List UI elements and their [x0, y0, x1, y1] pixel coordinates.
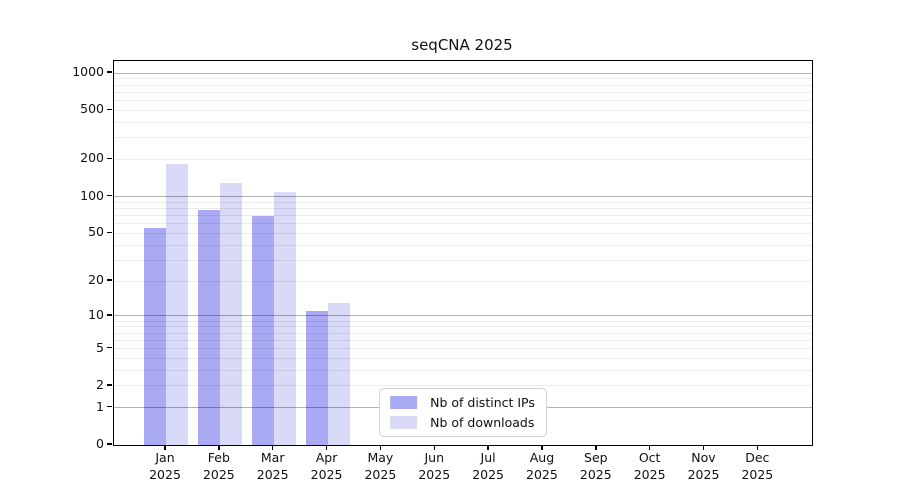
gridline-minor — [114, 137, 812, 139]
gridline-minor — [114, 244, 812, 246]
gridline-major — [114, 196, 812, 197]
gridline-minor — [114, 207, 812, 209]
legend-label-downloads: Nb of downloads — [430, 415, 535, 430]
y-tick-label: 0 — [96, 436, 104, 451]
gridline-minor — [114, 348, 812, 350]
gridline-minor — [114, 109, 812, 111]
x-tick-label-jul: Jul 2025 — [472, 450, 504, 482]
gridline-minor — [114, 223, 812, 225]
x-tick-mark — [325, 445, 328, 450]
legend-swatch-distinct-ips — [390, 396, 418, 409]
gridline-minor — [114, 78, 812, 80]
legend-item-distinct-ips: Nb of distinct IPs — [390, 395, 535, 410]
y-tick-mark — [107, 384, 112, 386]
bar-downloads-jan — [166, 164, 188, 445]
gridline-minor — [114, 201, 812, 203]
bar-distinct-ips-apr — [305, 311, 328, 445]
x-tick-label-jan: Jan 2025 — [149, 450, 181, 482]
y-tick-mark — [107, 279, 112, 281]
plot-area: Nb of distinct IPs Nb of downloads — [113, 60, 813, 446]
gridline-minor — [114, 357, 812, 359]
gridline-minor — [114, 280, 812, 282]
gridline-major — [114, 315, 812, 317]
x-tick-mark — [271, 445, 274, 450]
bar-downloads-feb — [219, 183, 242, 445]
gridline-minor — [114, 320, 812, 322]
y-tick-label: 10 — [88, 306, 104, 322]
x-tick-mark — [648, 445, 651, 450]
gridline-minor — [114, 84, 812, 86]
y-tick-mark — [107, 157, 112, 160]
legend-swatch-downloads — [390, 416, 418, 429]
y-tick-label: 5 — [96, 339, 104, 355]
y-tick-label: 2 — [96, 376, 104, 392]
y-tick-label: 1000 — [72, 64, 104, 79]
x-tick-mark — [164, 445, 166, 450]
x-tick-label-dec: Dec 2025 — [741, 450, 774, 482]
y-tick-label: 20 — [88, 272, 104, 288]
gridline-minor — [114, 214, 812, 216]
x-tick-label-oct: Oct 2025 — [633, 450, 666, 482]
gridline-minor — [114, 339, 812, 341]
y-tick-mark — [107, 346, 112, 349]
x-tick-mark — [756, 445, 759, 450]
x-tick-label-may: May 2025 — [364, 450, 397, 482]
gridline-minor — [114, 369, 812, 371]
y-tick-mark — [107, 71, 112, 73]
x-tick-mark — [433, 445, 435, 450]
x-tick-label-mar: Mar 2025 — [256, 450, 289, 482]
x-tick-mark — [702, 445, 705, 450]
y-tick-mark — [107, 194, 112, 197]
y-tick-label: 1 — [96, 398, 104, 414]
gridline-minor — [114, 326, 812, 328]
x-tick-mark — [218, 445, 220, 450]
bar-downloads-apr — [327, 302, 350, 445]
x-tick-mark — [379, 445, 382, 450]
bar-downloads-mar — [273, 192, 296, 445]
gridline-minor — [114, 385, 812, 387]
y-tick-label: 500 — [80, 101, 104, 117]
gridline-minor — [114, 332, 812, 334]
bar-distinct-ips-jan — [144, 228, 166, 445]
bar-distinct-ips-feb — [197, 210, 220, 445]
gridline-minor — [114, 91, 812, 93]
y-tick-mark — [107, 231, 112, 234]
y-tick-label: 100 — [80, 187, 104, 203]
x-tick-mark — [541, 445, 543, 450]
gridline-minor — [114, 232, 812, 234]
gridline-minor — [114, 259, 812, 261]
y-tick-label: 200 — [80, 150, 104, 166]
bar-distinct-ips-mar — [251, 216, 274, 445]
legend-label-distinct-ips: Nb of distinct IPs — [430, 395, 535, 410]
x-tick-mark — [595, 445, 597, 450]
y-tick-mark — [107, 108, 112, 111]
y-tick-mark — [107, 443, 112, 445]
x-tick-label-aug: Aug 2025 — [526, 450, 558, 482]
x-tick-mark — [487, 445, 489, 450]
gridline-minor — [114, 99, 812, 101]
gridline-major — [114, 72, 812, 74]
x-tick-label-nov: Nov 2025 — [687, 450, 720, 482]
x-tick-label-jun: Jun 2025 — [418, 450, 451, 482]
y-tick-label: 50 — [88, 224, 104, 240]
gridline-minor — [114, 158, 812, 160]
legend-item-downloads: Nb of downloads — [390, 415, 535, 430]
x-tick-label-apr: Apr 2025 — [310, 450, 343, 482]
legend: Nb of distinct IPs Nb of downloads — [379, 388, 547, 437]
y-tick-mark — [107, 405, 112, 408]
y-tick-mark — [107, 314, 112, 316]
chart-title: seqCNA 2025 — [411, 36, 513, 54]
x-tick-label-feb: Feb 2025 — [202, 450, 235, 482]
gridline-minor — [114, 121, 812, 123]
x-tick-label-sep: Sep 2025 — [579, 450, 612, 482]
